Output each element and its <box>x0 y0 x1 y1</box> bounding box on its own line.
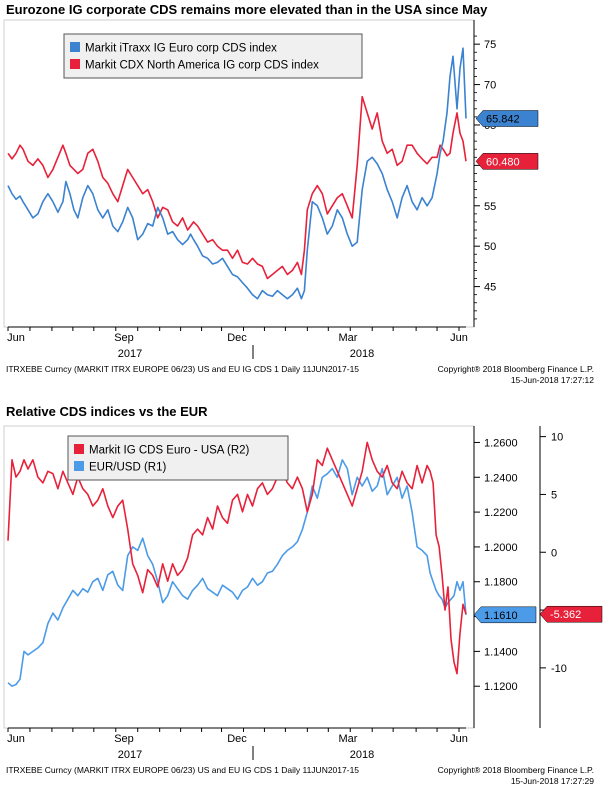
x-tick-label: Jun <box>450 733 468 745</box>
x-tick-label: Jun <box>450 332 468 344</box>
y-left-tick-label: 1.1200 <box>484 681 518 693</box>
last-value-tag-itraxx-text: 65.842 <box>486 114 520 126</box>
x-tick-label: Sep <box>114 332 134 344</box>
year-label: 2017 <box>118 348 142 360</box>
x-tick-label: Dec <box>227 332 247 344</box>
x-tick-label: Mar <box>339 733 358 745</box>
series-line-itraxx-euro <box>7 47 467 300</box>
last-value-tag-cdx-text: 60.480 <box>486 156 520 168</box>
footer-copyright: Copyright® 2018 Bloomberg Finance L.P. <box>438 364 594 374</box>
y-tick-label: 50 <box>484 241 496 253</box>
y-left-tick-label: 1.2600 <box>484 437 518 449</box>
chart-2: 1.12001.14001.16001.18001.20001.22001.24… <box>3 425 603 786</box>
x-tick-label: Mar <box>339 332 358 344</box>
footer-copyright: Copyright® 2018 Bloomberg Finance L.P. <box>438 765 594 775</box>
legend-label: Markit iTraxx IG Euro corp CDS index <box>85 43 277 55</box>
legend-swatch <box>70 59 80 69</box>
legend-swatch <box>74 461 84 471</box>
legend-swatch <box>70 42 80 52</box>
x-tick-label: Sep <box>114 733 134 745</box>
footer-timestamp: 15-Jun-2018 17:27:29 <box>511 776 594 786</box>
last-value-tag-itraxx: 65.842 <box>475 110 539 127</box>
last-value-tag-cds-diff-text: -5.362 <box>550 609 581 621</box>
y-left-tick-label: 1.2000 <box>484 542 518 554</box>
x-tick-label: Jun <box>7 733 25 745</box>
legend: Markit IG CDS Euro - USA (R2) EUR/USD (R1… <box>67 435 289 481</box>
legend: Markit iTraxx IG Euro corp CDS index Mark… <box>63 33 363 79</box>
y-tick-label: 70 <box>484 80 496 92</box>
legend-label: Markit CDX North America IG corp CDS ind… <box>85 60 319 72</box>
x-tick-label: Dec <box>227 733 247 745</box>
y-tick-label: 55 <box>484 201 496 213</box>
y-left-tick-label: 1.1800 <box>484 577 518 589</box>
year-label: 2017 <box>118 749 142 761</box>
last-value-tag-cdx: 60.480 <box>475 153 539 170</box>
legend-label: EUR/USD (R1) <box>89 462 166 474</box>
y-right-tick-label: -10 <box>551 663 567 675</box>
last-value-tag-eurusd: 1.1610 <box>473 606 537 624</box>
y-right-tick-label: 5 <box>551 489 557 501</box>
last-value-tag-cds-diff: -5.362 <box>539 605 603 623</box>
footer-source: ITRXEBE Curncy (MARKIT ITRX EUROPE 06/23… <box>6 364 359 374</box>
chart-2-title: Relative CDS indices vs the EUR <box>6 404 208 419</box>
y-right-tick-label: 10 <box>551 432 563 444</box>
x-tick-label: Jun <box>7 332 25 344</box>
year-label: 2018 <box>350 348 374 360</box>
chart-1: 45505560657075JunSepDecMarJun20172018Mar… <box>3 19 594 385</box>
y-right-tick-label: 0 <box>551 547 557 559</box>
series-line-eurusd <box>7 459 467 688</box>
y-left-tick-label: 1.2400 <box>484 472 518 484</box>
y-tick-label: 75 <box>484 39 496 51</box>
last-value-tag-eurusd-text: 1.1610 <box>484 610 518 622</box>
y-left-tick-label: 1.2200 <box>484 507 518 519</box>
y-left-tick-label: 1.1400 <box>484 646 518 658</box>
series-line-cds-euro-usa <box>7 441 467 675</box>
y-tick-label: 45 <box>484 282 496 294</box>
legend-label: Markit IG CDS Euro - USA (R2) <box>89 445 250 457</box>
year-label: 2018 <box>350 749 374 761</box>
legend-swatch <box>74 444 84 454</box>
footer-source: ITRXEBE Curncy (MARKIT ITRX EUROPE 06/23… <box>6 765 359 775</box>
footer-timestamp: 15-Jun-2018 17:27:12 <box>511 375 594 385</box>
chart-1-title: Eurozone IG corporate CDS remains more e… <box>6 2 488 17</box>
series-line-cdx-na <box>7 95 467 280</box>
